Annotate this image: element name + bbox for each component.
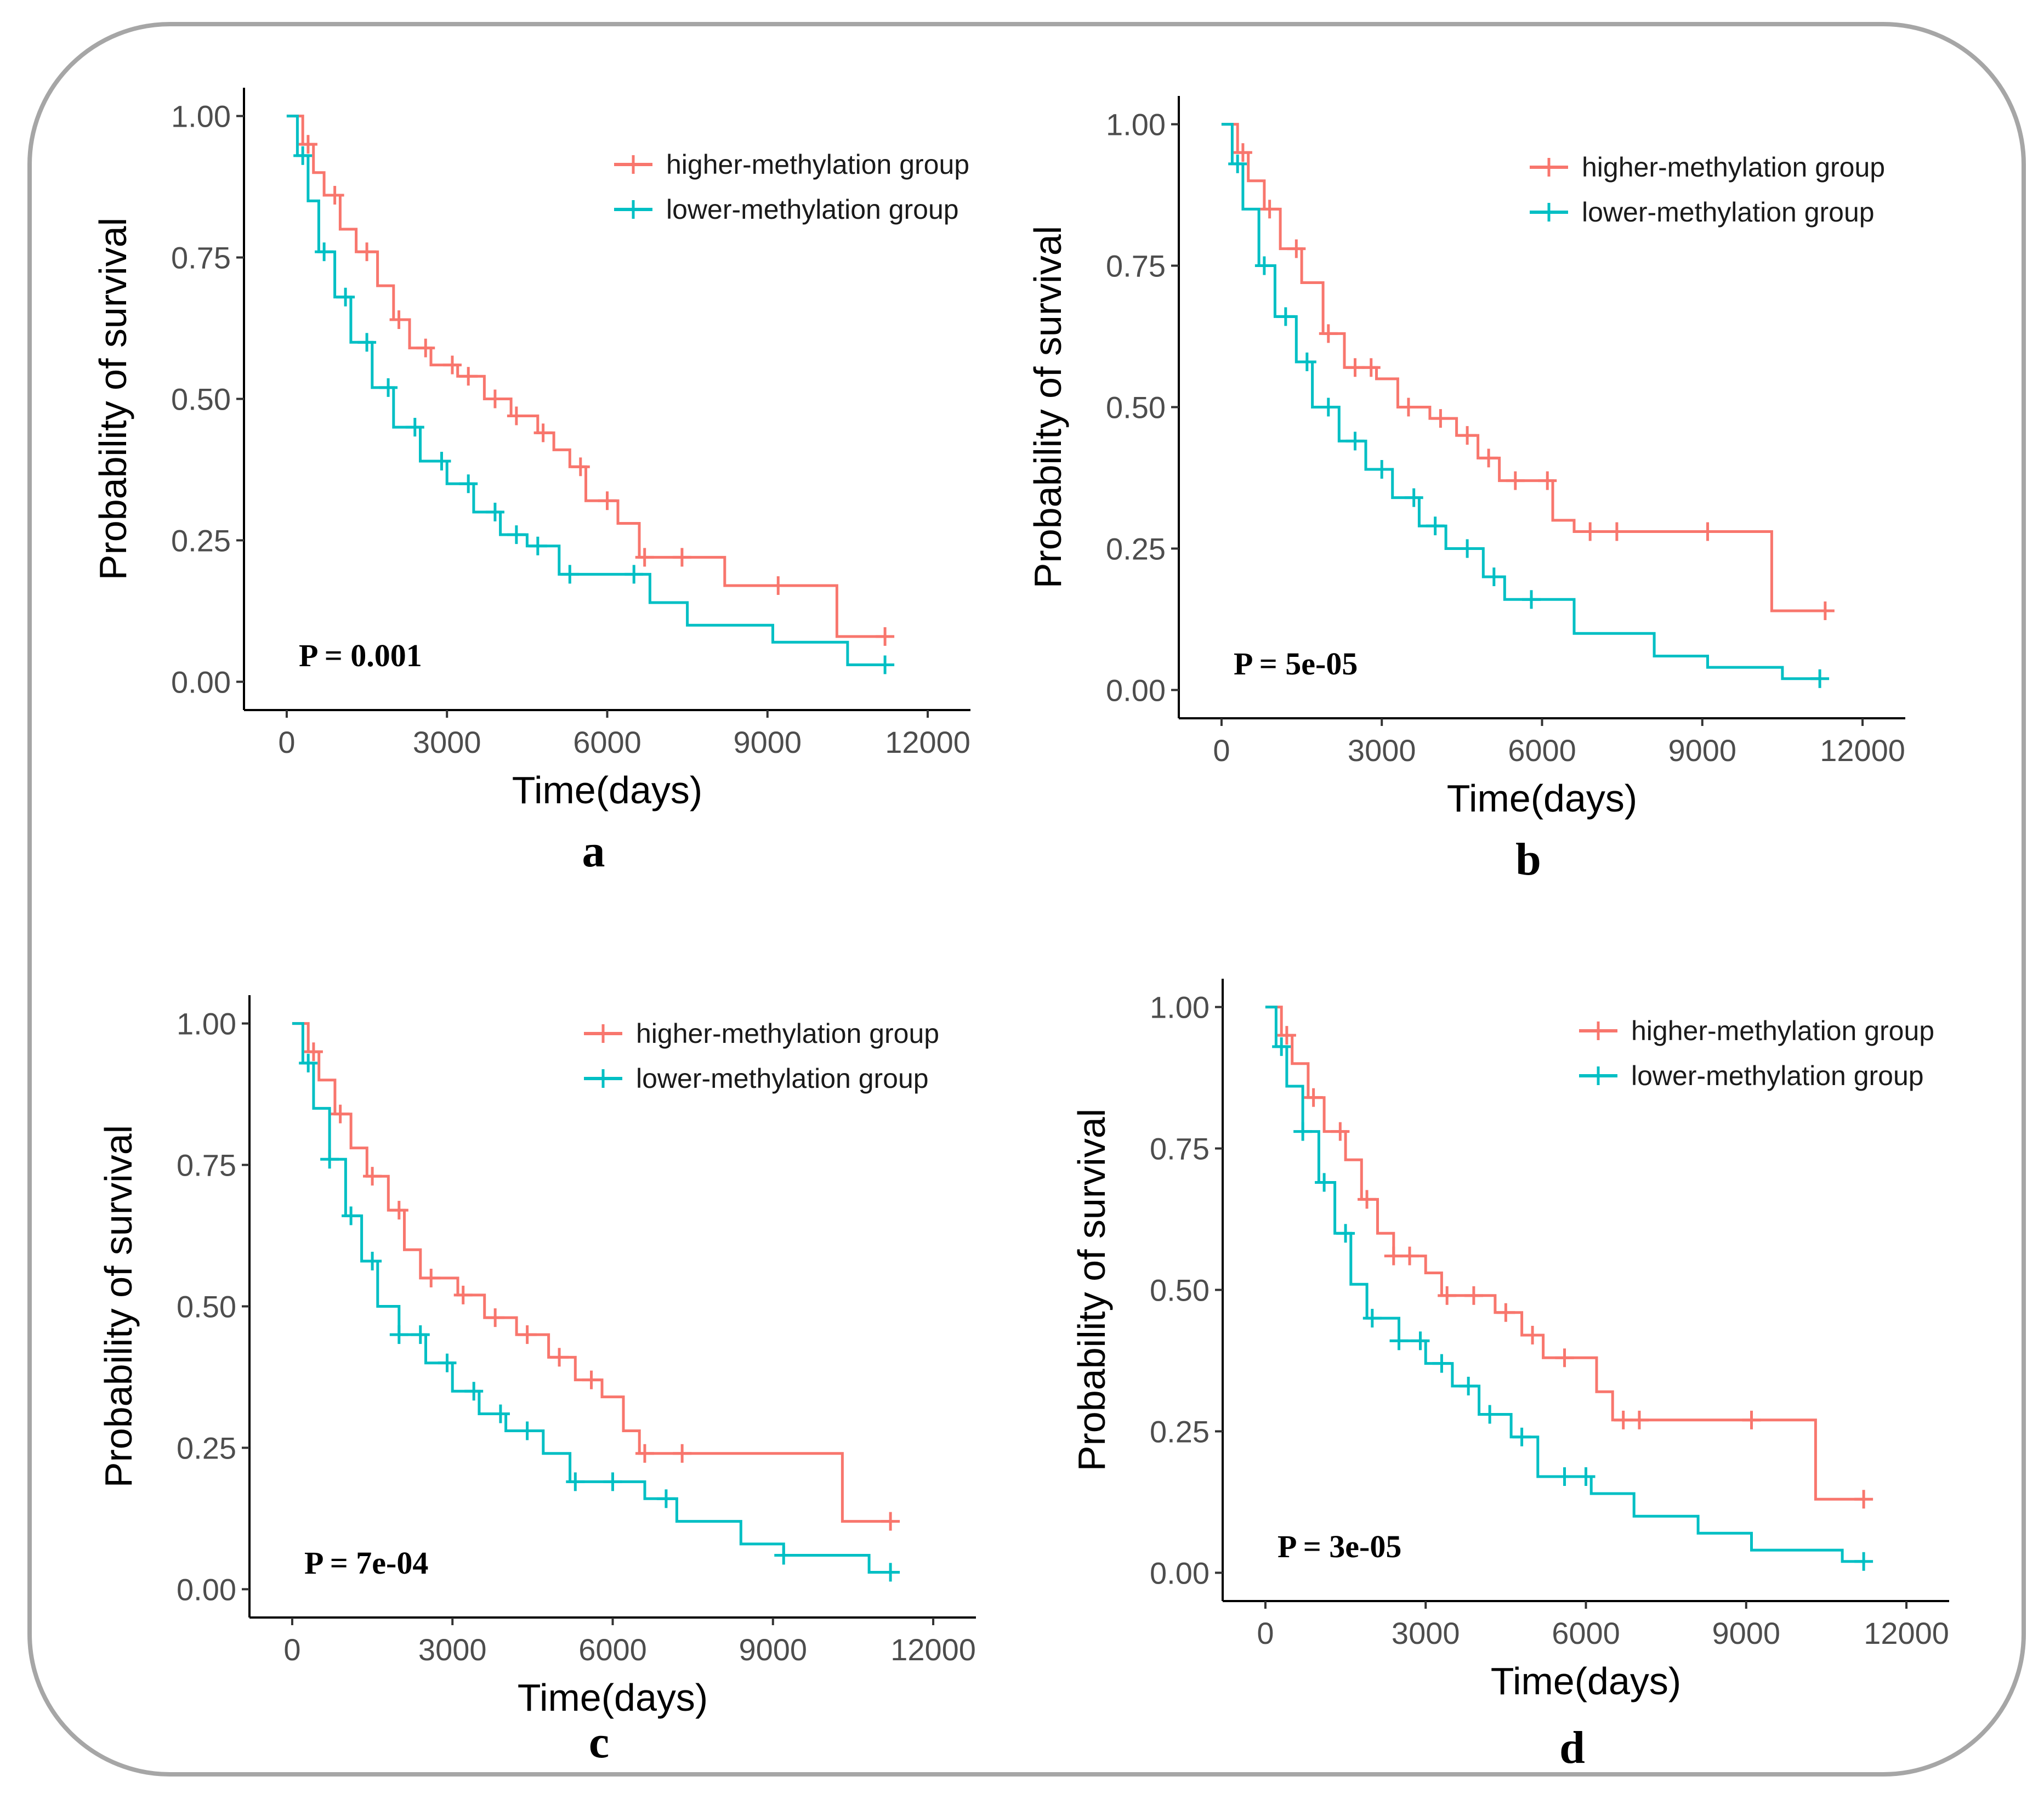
y-tick-label: 0.75	[177, 1148, 236, 1183]
panel-label: c	[589, 1717, 609, 1768]
x-tick-label: 12000	[885, 725, 970, 759]
legend: higher-methylation group lower-methylatio…	[1579, 1015, 1934, 1091]
y-tick-label: 0.00	[177, 1572, 236, 1607]
series-lower-methylation	[1221, 123, 1830, 688]
y-tick-label: 0.75	[171, 241, 231, 275]
y-tick-label: 0.50	[1150, 1273, 1210, 1308]
y-axis-title: Probability of survival	[1070, 1109, 1113, 1471]
survival-step-line	[292, 1022, 891, 1574]
x-tick-label: 3000	[413, 725, 481, 759]
x-axis-title: Time(days)	[518, 1676, 708, 1719]
y-tick-label: 0.00	[171, 665, 231, 699]
survival-step-line	[1221, 123, 1820, 680]
chart-panel-a: 0.00 0.25 0.50 0.75 1.00 0 3000 6000 9000 12000 Ti…	[92, 88, 970, 877]
panel-label: b	[1515, 834, 1541, 885]
series-higher-methylation	[1221, 123, 1835, 620]
y-tick-label: 0.00	[1106, 673, 1166, 707]
y-tick-label: 1.00	[171, 99, 231, 134]
y-tick-label: 0.50	[171, 382, 231, 417]
y-tick-label: 1.00	[177, 1007, 236, 1041]
series-higher-methylation	[1265, 1006, 1873, 1509]
legend-label: higher-methylation group	[1631, 1015, 1934, 1046]
p-value-annotation: P = 5e-05	[1234, 646, 1358, 682]
legend-label: higher-methylation group	[636, 1018, 939, 1049]
y-tick-label: 0.50	[1106, 390, 1166, 425]
legend: higher-methylation group lower-methylatio…	[584, 1018, 939, 1094]
x-tick-label: 0	[278, 725, 295, 759]
legend-label: lower-methylation group	[636, 1063, 929, 1094]
y-tick-label: 0.00	[1150, 1556, 1210, 1590]
y-tick-label: 1.00	[1150, 990, 1210, 1025]
x-axis-title: Time(days)	[512, 769, 702, 811]
x-tick-label: 3000	[1392, 1616, 1460, 1650]
series-lower-methylation	[286, 115, 895, 674]
x-tick-label: 0	[1257, 1616, 1274, 1650]
panel-label: a	[582, 826, 605, 877]
x-tick-label: 6000	[578, 1632, 647, 1667]
p-value-annotation: P = 0.001	[299, 638, 422, 673]
x-axis-title: Time(days)	[1491, 1660, 1681, 1702]
y-tick-label: 0.75	[1106, 249, 1166, 283]
x-tick-label: 9000	[739, 1632, 807, 1667]
x-tick-label: 6000	[1508, 733, 1576, 768]
y-axis-title: Probability of survival	[1026, 226, 1069, 588]
survival-step-line	[1221, 123, 1825, 612]
x-tick-label: 9000	[733, 725, 802, 759]
x-tick-label: 12000	[890, 1632, 976, 1667]
chart-panel-d: 0.00 0.25 0.50 0.75 1.00 0 3000 6000 9000 12000 Ti…	[1070, 979, 1949, 1773]
series-lower-methylation	[1265, 1006, 1873, 1571]
survival-step-line	[292, 1022, 891, 1523]
y-tick-label: 0.25	[1150, 1414, 1210, 1449]
x-tick-label: 0	[283, 1632, 300, 1667]
p-value-annotation: P = 3e-05	[1278, 1529, 1401, 1564]
y-tick-label: 0.25	[1106, 531, 1166, 566]
survival-step-line	[286, 115, 885, 666]
y-axis-title: Probability of survival	[97, 1125, 140, 1488]
y-tick-label: 0.25	[171, 523, 231, 558]
series-lower-methylation	[292, 1022, 900, 1582]
p-value-annotation: P = 7e-04	[304, 1545, 428, 1581]
y-axis-title: Probability of survival	[92, 218, 134, 580]
series-higher-methylation	[286, 115, 895, 646]
series-higher-methylation	[292, 1022, 900, 1531]
legend-label: lower-methylation group	[1582, 197, 1875, 228]
legend-label: higher-methylation group	[1582, 152, 1885, 183]
x-tick-label: 9000	[1712, 1616, 1780, 1650]
x-axis-title: Time(days)	[1447, 777, 1637, 820]
y-tick-label: 0.50	[177, 1290, 236, 1324]
y-tick-label: 1.00	[1106, 107, 1166, 142]
chart-panel-c: 0.00 0.25 0.50 0.75 1.00 0 3000 6000 9000 12000 Ti…	[97, 995, 976, 1768]
figure-frame	[27, 22, 2026, 1777]
legend: higher-methylation group lower-methylatio…	[614, 149, 969, 225]
x-tick-label: 3000	[418, 1632, 487, 1667]
legend: higher-methylation group lower-methylatio…	[1530, 152, 1885, 228]
x-tick-label: 0	[1213, 733, 1230, 768]
x-tick-label: 6000	[1552, 1616, 1620, 1650]
chart-panel-b: 0.00 0.25 0.50 0.75 1.00 0 3000 6000 9000 12000 Ti…	[1026, 96, 1905, 885]
legend-label: lower-methylation group	[666, 194, 959, 225]
y-tick-label: 0.75	[1150, 1132, 1210, 1166]
x-tick-label: 9000	[1668, 733, 1736, 768]
x-tick-label: 3000	[1348, 733, 1416, 768]
legend-label: lower-methylation group	[1631, 1060, 1924, 1091]
legend-label: higher-methylation group	[666, 149, 969, 180]
x-tick-label: 12000	[1864, 1616, 1949, 1650]
panel-label: d	[1559, 1722, 1585, 1773]
x-tick-label: 6000	[573, 725, 641, 759]
y-tick-label: 0.25	[177, 1431, 236, 1465]
x-tick-label: 12000	[1820, 733, 1905, 768]
